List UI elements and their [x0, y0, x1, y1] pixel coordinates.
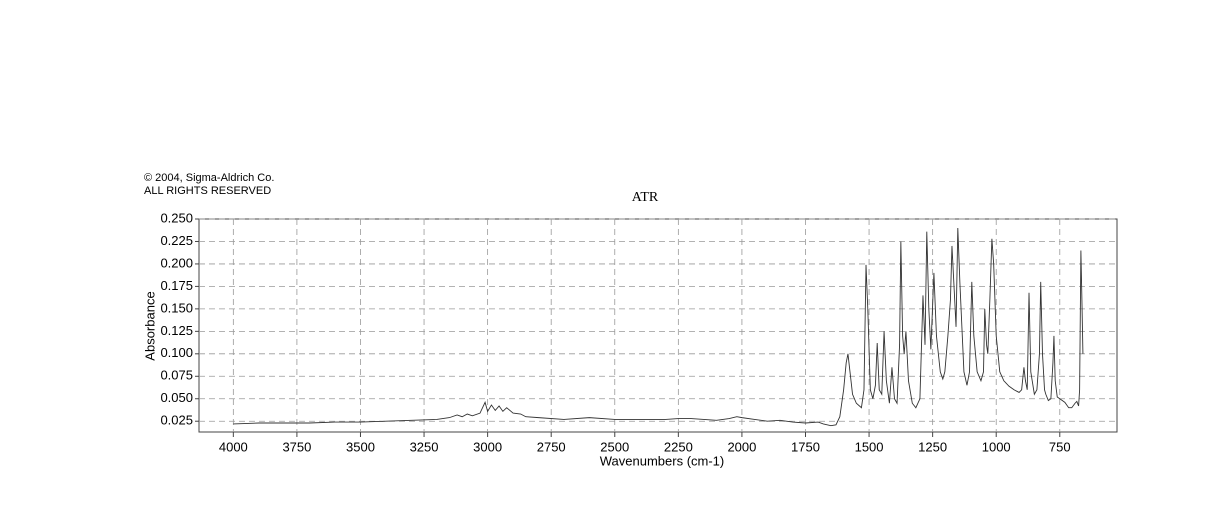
x-tick-label: 750: [1049, 439, 1071, 454]
x-tick-label: 2250: [664, 439, 693, 454]
plot-frame: [198, 218, 1118, 433]
y-tick-label: 0.025: [160, 413, 193, 428]
y-tick-label: 0.050: [160, 390, 193, 405]
x-tick-label: 1500: [855, 439, 884, 454]
chart-title: ATR: [632, 190, 659, 205]
x-tick-label: 1000: [982, 439, 1011, 454]
y-tick-label: 0.200: [160, 255, 193, 270]
x-tick-label: 1750: [791, 439, 820, 454]
y-tick-label: 0.100: [160, 345, 193, 360]
x-tick-label: 3750: [282, 439, 311, 454]
x-tick-label: 4000: [219, 439, 248, 454]
x-tick-label: 2500: [600, 439, 629, 454]
x-tick-label: 3000: [473, 439, 502, 454]
y-tick-label: 0.125: [160, 323, 193, 338]
x-axis-label: Wavenumbers (cm-1): [600, 453, 724, 468]
copyright: © 2004, Sigma-Aldrich Co.: [144, 172, 274, 184]
x-tick-label: 3500: [346, 439, 375, 454]
y-axis-label: Absorbance: [142, 291, 157, 360]
copyright: ALL RIGHTS RESERVED: [144, 185, 271, 197]
y-tick-label: 0.150: [160, 300, 193, 315]
x-tick-label: 2750: [537, 439, 566, 454]
x-tick-label: 1250: [918, 439, 947, 454]
y-tick-label: 0.250: [160, 210, 193, 225]
x-tick-label: 2000: [727, 439, 756, 454]
spectrum-line: [233, 227, 1084, 427]
x-tick-label: 3250: [410, 439, 439, 454]
y-tick-label: 0.075: [160, 368, 193, 383]
y-tick-label: 0.225: [160, 233, 193, 248]
y-tick-label: 0.175: [160, 278, 193, 293]
